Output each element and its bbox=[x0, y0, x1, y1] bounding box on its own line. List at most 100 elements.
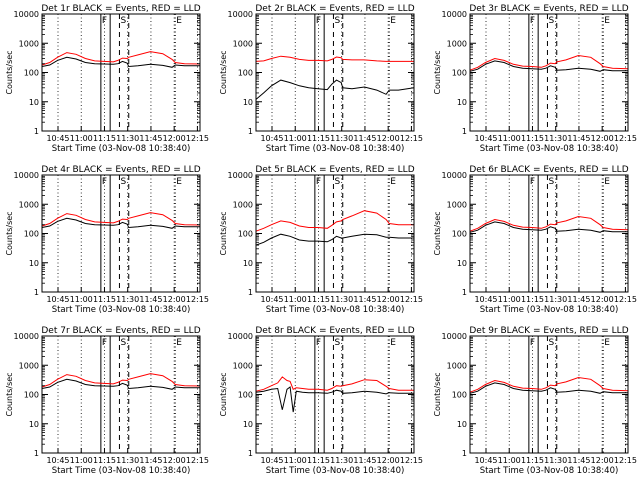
y-tick-label: 10 bbox=[457, 98, 467, 107]
y-tick-label: 10 bbox=[29, 420, 39, 429]
x-axis-label: Start Time (03-Nov-08 10:38:40) bbox=[480, 466, 619, 476]
y-tick-label: 1000 bbox=[233, 200, 253, 209]
series-line-lld bbox=[41, 212, 201, 227]
panel-det-2: Det 2r BLACK = Events, RED = LLD F S E 1 10 10… bbox=[219, 4, 423, 154]
x-tick-label: 11:30 bbox=[330, 134, 353, 143]
x-tick-label: 11:30 bbox=[116, 134, 139, 143]
y-tick-label: 10 bbox=[29, 259, 39, 268]
series-line-lld bbox=[255, 55, 414, 62]
x-tick-label: 10:45 bbox=[260, 295, 283, 304]
y-axis-label: Counts/sec bbox=[433, 50, 442, 94]
y-tick-label: 10000 bbox=[442, 171, 467, 180]
y-tick-label: 10 bbox=[243, 259, 253, 268]
y-axis-label: Counts/sec bbox=[219, 50, 228, 94]
x-tick-label: 11:45 bbox=[353, 295, 376, 304]
x-tick-label: 11:30 bbox=[330, 295, 353, 304]
plot-frame bbox=[41, 13, 201, 132]
y-axis-label: Counts/sec bbox=[433, 211, 442, 255]
x-tick-label: 11:15 bbox=[93, 295, 116, 304]
x-tick-label: 11:15 bbox=[521, 456, 544, 465]
y-tick-label: 10000 bbox=[228, 171, 253, 180]
marker-label: F bbox=[530, 177, 535, 187]
x-tick-label: 11:45 bbox=[139, 295, 162, 304]
series-line-lld bbox=[41, 373, 201, 388]
series-line-lld bbox=[469, 215, 629, 232]
x-tick-label: 11:45 bbox=[567, 295, 590, 304]
series-line-events bbox=[41, 217, 200, 229]
plot-frame bbox=[469, 174, 629, 293]
x-tick-label: 11:30 bbox=[116, 295, 139, 304]
x-tick-label: 11:00 bbox=[284, 456, 307, 465]
series-line-lld bbox=[41, 51, 201, 66]
y-tick-label: 1 bbox=[248, 449, 253, 458]
marker-label: S bbox=[548, 177, 554, 187]
plot-frame bbox=[41, 174, 201, 293]
x-tick-label: 11:00 bbox=[498, 134, 521, 143]
y-tick-label: 1000 bbox=[447, 200, 467, 209]
y-tick-label: 10000 bbox=[14, 10, 39, 19]
y-tick-label: 100 bbox=[452, 69, 467, 78]
y-axis-label: Counts/sec bbox=[433, 372, 442, 416]
y-tick-label: 10 bbox=[243, 98, 253, 107]
panel-det-1: Det 1r BLACK = Events, RED = LLD F S E 1 10 10… bbox=[5, 4, 209, 154]
marker-label: E bbox=[176, 16, 182, 26]
marker-label: S bbox=[334, 177, 340, 187]
x-axis-label: Start Time (03-Nov-08 10:38:40) bbox=[52, 466, 191, 476]
panel-title: Det 3r BLACK = Events, RED = LLD bbox=[469, 4, 628, 14]
marker-label: S bbox=[120, 338, 126, 348]
marker-label: E bbox=[176, 338, 182, 348]
y-tick-label: 1000 bbox=[19, 39, 39, 48]
series-line-lld bbox=[255, 376, 414, 392]
x-axis-label: Start Time (03-Nov-08 10:38:40) bbox=[480, 305, 619, 315]
marker-label: F bbox=[316, 177, 321, 187]
x-tick-label: 11:30 bbox=[330, 456, 353, 465]
x-tick-label: 11:45 bbox=[353, 134, 376, 143]
marker-label: F bbox=[316, 16, 321, 26]
x-tick-label: 11:15 bbox=[93, 456, 116, 465]
series-line-events bbox=[255, 386, 414, 413]
panel-title: Det 7r BLACK = Events, RED = LLD bbox=[41, 326, 200, 336]
x-tick-label: 12:00 bbox=[163, 456, 186, 465]
panel-det-9: Det 9r BLACK = Events, RED = LLD F S E 1 10 10… bbox=[433, 326, 637, 476]
y-tick-label: 1 bbox=[462, 449, 467, 458]
y-axis-label: Counts/sec bbox=[5, 211, 14, 255]
marker-label: E bbox=[604, 16, 610, 26]
x-tick-label: 11:15 bbox=[307, 134, 330, 143]
x-tick-label: 12:15 bbox=[614, 456, 637, 465]
marker-label: F bbox=[102, 16, 107, 26]
x-axis-label: Start Time (03-Nov-08 10:38:40) bbox=[52, 305, 191, 315]
series-line-events bbox=[469, 221, 628, 233]
marker-label: S bbox=[120, 177, 126, 187]
x-tick-label: 12:00 bbox=[163, 134, 186, 143]
x-tick-label: 12:15 bbox=[186, 134, 209, 143]
plot-frame bbox=[255, 335, 415, 454]
y-tick-label: 1 bbox=[462, 127, 467, 136]
y-tick-label: 1000 bbox=[19, 361, 39, 370]
marker-label: E bbox=[390, 16, 396, 26]
y-tick-label: 100 bbox=[238, 69, 253, 78]
x-tick-label: 11:30 bbox=[544, 295, 567, 304]
x-tick-label: 12:00 bbox=[591, 456, 614, 465]
panel-title: Det 8r BLACK = Events, RED = LLD bbox=[255, 326, 414, 336]
y-tick-label: 100 bbox=[24, 391, 39, 400]
y-tick-label: 100 bbox=[238, 391, 253, 400]
x-tick-label: 10:45 bbox=[46, 134, 69, 143]
series-line-events bbox=[41, 378, 200, 390]
y-tick-label: 10 bbox=[457, 259, 467, 268]
y-tick-label: 1000 bbox=[447, 39, 467, 48]
x-tick-label: 12:00 bbox=[591, 295, 614, 304]
y-axis-label: Counts/sec bbox=[5, 50, 14, 94]
y-tick-label: 10000 bbox=[442, 332, 467, 341]
x-tick-label: 11:00 bbox=[70, 295, 93, 304]
y-axis-label: Counts/sec bbox=[5, 372, 14, 416]
y-tick-label: 100 bbox=[24, 230, 39, 239]
marker-label: S bbox=[334, 16, 340, 26]
y-axis-label: Counts/sec bbox=[219, 211, 228, 255]
series-line-events bbox=[255, 233, 414, 246]
x-tick-label: 11:00 bbox=[284, 134, 307, 143]
y-tick-label: 10 bbox=[457, 420, 467, 429]
series-line-lld bbox=[255, 210, 414, 232]
y-tick-label: 10000 bbox=[228, 10, 253, 19]
x-tick-label: 12:00 bbox=[377, 295, 400, 304]
